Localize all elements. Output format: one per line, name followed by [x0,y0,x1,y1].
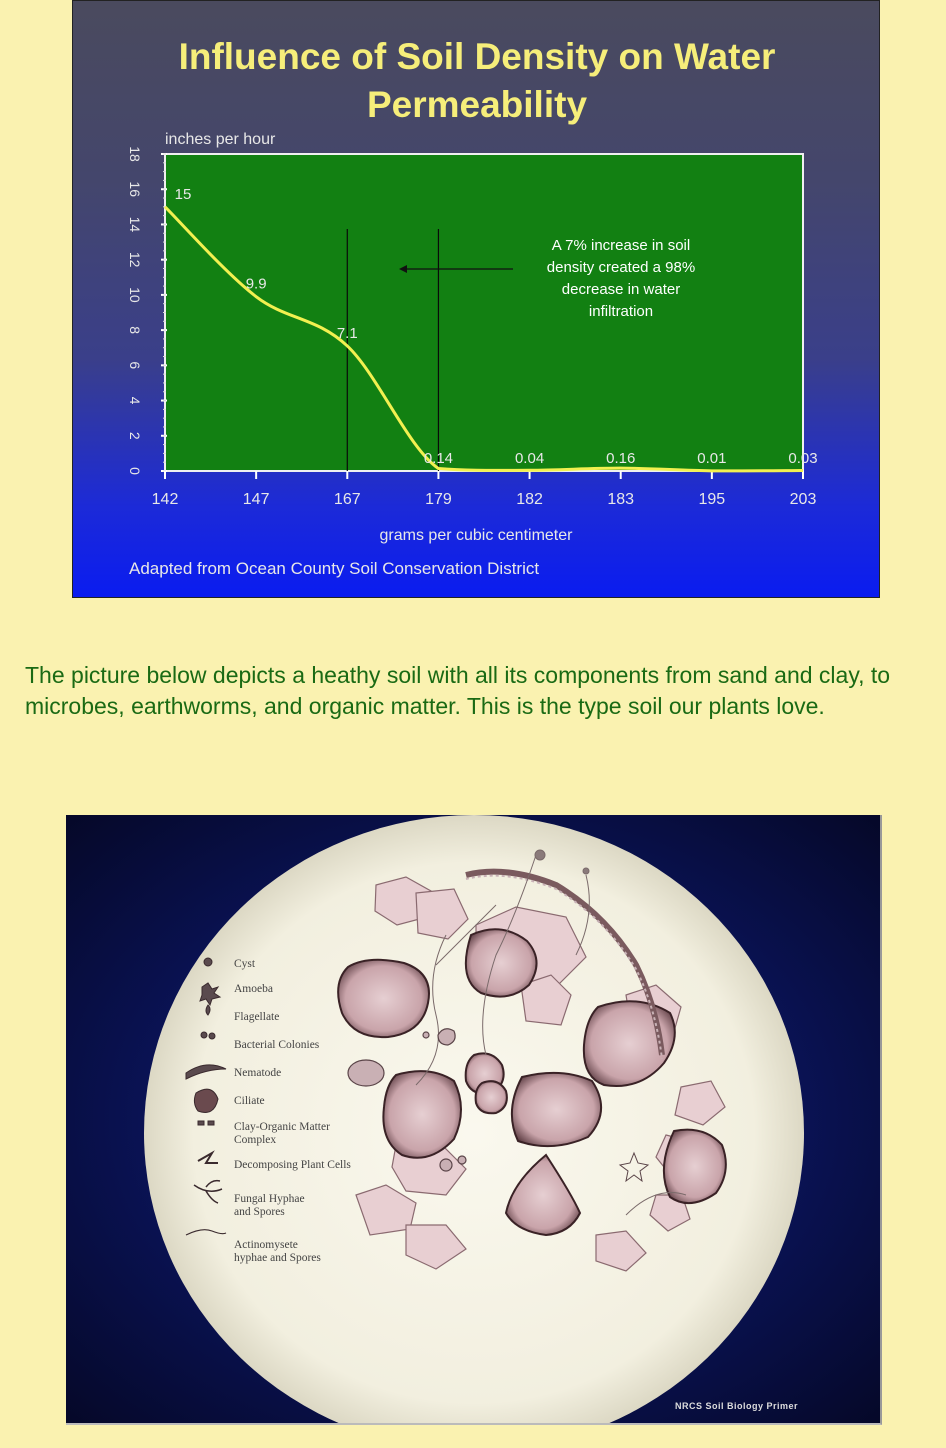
root-fiber-texture [465,874,663,1060]
y-tick-label: 18 [127,146,143,162]
x-tick-label: 182 [516,491,543,508]
y-tick-label: 12 [127,252,143,268]
annotation-text-line: decrease in water [562,281,680,298]
legend-label: Flagellate [234,1011,280,1023]
legend-item-fungal-hyphae: Fungal Hyphae and Spores [234,1193,305,1219]
legend-label-line-2: and Spores [234,1206,285,1218]
primer-credit: NRCS Soil Biology Primer [674,1401,798,1411]
x-tick-label: 142 [152,491,179,508]
y-axis-title: inches per hour [165,131,276,148]
legend-label: Actinomysete [234,1239,298,1251]
chart-panel: Influence of Soil Density on Water Perme… [72,0,880,598]
annotation-text-line: density created a 98% [547,259,695,276]
plot-area [164,153,804,472]
y-tick-label: 0 [127,467,143,475]
annotation-text-line: infiltration [589,303,653,320]
y-tick-label: 8 [127,326,143,334]
root-fiber [465,868,665,1056]
y-tick-label: 6 [127,361,143,369]
legend-label: Ciliate [234,1095,265,1107]
annotation-arrow-head [399,265,407,273]
legend-label: Fungal Hyphae [234,1193,305,1205]
soil-food-web-drawing [144,815,804,1423]
y-tick-label: 10 [127,287,143,303]
chart-title-line-1: Influence of Soil Density on Water [178,36,776,77]
x-tick-label: 183 [607,491,634,508]
data-label: 0.01 [697,450,726,467]
data-label: 0.14 [424,450,453,467]
legend-label-line-2: hyphae and Spores [234,1252,321,1264]
data-label: 0.03 [788,450,817,467]
legend-label: Cyst [234,958,256,970]
legend-item-plant-cells: Decomposing Plant Cells [234,1159,351,1172]
legend-label: Nematode [234,1067,282,1079]
legend-item-bacteria: Bacterial Colonies [234,1039,319,1052]
x-tick-label: 179 [425,491,452,508]
caption-text: The picture below depicts a heathy soil … [25,662,891,719]
microbes [347,1028,467,1172]
y-tick-label: 16 [127,181,143,197]
x-tick-label: 195 [699,491,726,508]
legend-item-actinomycete: Actinomysete hyphae and Spores [234,1239,321,1265]
x-axis-title: grams per cubic centimeter [380,527,574,544]
legend-label: Bacterial Colonies [234,1039,320,1051]
permeability-series-line [163,205,804,473]
data-label: 7.1 [337,325,358,342]
legend-item-amoeba: Amoeba [234,983,273,996]
soil-primer-illustration: Cyst Amoeba Flagellate Bacterial Colonies Ne… [66,815,882,1425]
legend-item-flagellate: Flagellate [234,1011,279,1024]
data-label: 0.04 [515,450,544,467]
hyphae-lines [415,849,687,1216]
legend-label-line-2: Complex [234,1134,277,1146]
x-tick-label: 203 [790,491,817,508]
legend-label: Clay-Organic Matter [234,1121,330,1133]
sand-grains [337,928,727,1237]
legend-item-clay: Clay-Organic Matter Complex [234,1121,330,1147]
x-tick-label: 147 [243,491,270,508]
data-label: 0.16 [606,450,635,467]
chart-title-line-2: Permeability [366,84,588,125]
legend-item-nematode: Nematode [234,1067,281,1080]
x-tick-label: 167 [334,491,361,508]
legend-item-cyst: Cyst [234,958,255,971]
legend-item-ciliate: Ciliate [234,1095,265,1108]
y-tick-label: 4 [127,397,143,405]
legend-icons [185,957,227,1236]
data-label: 9.9 [246,276,267,293]
data-label: 15 [175,186,192,203]
micro-star-organism [618,1151,650,1183]
source-note: Adapted from Ocean County Soil Conservat… [129,559,539,578]
annotation-text-line: A 7% increase in soil [552,237,690,254]
permeability-chart: 0 2 4 6 8 10 12 14 16 18 142 147 167 179 182 183 195 203 1… [127,131,818,578]
legend-label: Decomposing Plant Cells [234,1159,351,1171]
y-tick-label: 14 [127,217,143,233]
y-tick-label: 2 [127,432,143,440]
legend-label: Amoeba [234,983,273,995]
